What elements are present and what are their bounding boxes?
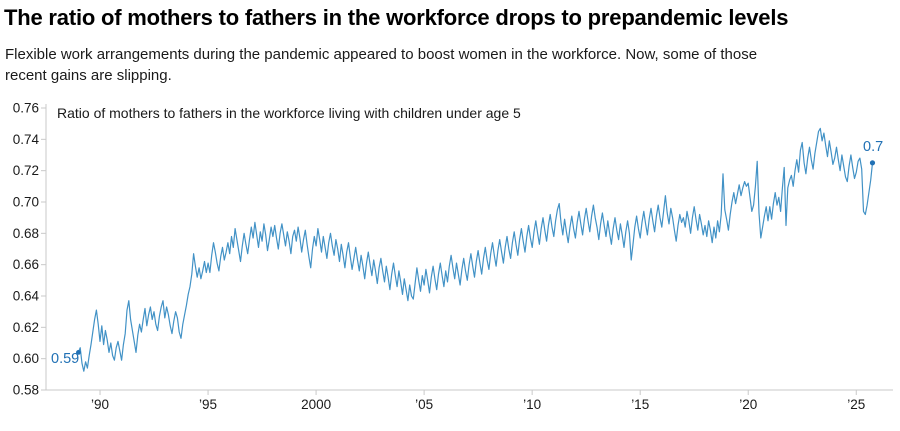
y-tick-label: 0.66 <box>13 257 39 272</box>
x-tick-label: ’05 <box>415 397 433 412</box>
y-tick-label: 0.62 <box>13 320 39 335</box>
x-tick-label: ’20 <box>739 397 757 412</box>
y-tick-label: 0.74 <box>13 132 40 147</box>
y-tick-label: 0.76 <box>13 101 39 116</box>
y-tick-label: 0.64 <box>13 289 40 304</box>
x-tick-label: ’25 <box>847 397 865 412</box>
chart-note: Ratio of mothers to fathers in the workf… <box>57 105 521 121</box>
x-tick-label: ’15 <box>631 397 649 412</box>
y-tick-label: 0.68 <box>13 226 39 241</box>
x-tick-label: ’10 <box>523 397 541 412</box>
start-value-annotation: 0.59 <box>51 351 80 367</box>
x-tick-label: ’95 <box>199 397 217 412</box>
y-tick-label: 0.72 <box>13 163 39 178</box>
y-tick-label: 0.58 <box>13 383 39 398</box>
x-tick-label: ’90 <box>91 397 109 412</box>
start-dot <box>76 350 81 355</box>
end-dot <box>869 160 876 166</box>
x-tick-label: 2000 <box>301 397 331 412</box>
y-tick-label: 0.70 <box>13 195 39 210</box>
page-subtitle: Flexible work arrangements during the pa… <box>5 46 758 85</box>
end-value-annotation: 0.7 <box>863 139 884 155</box>
trend-line <box>77 127 874 372</box>
y-tick-label: 0.60 <box>13 351 39 366</box>
page-title: The ratio of mothers to fathers in the w… <box>4 5 789 30</box>
